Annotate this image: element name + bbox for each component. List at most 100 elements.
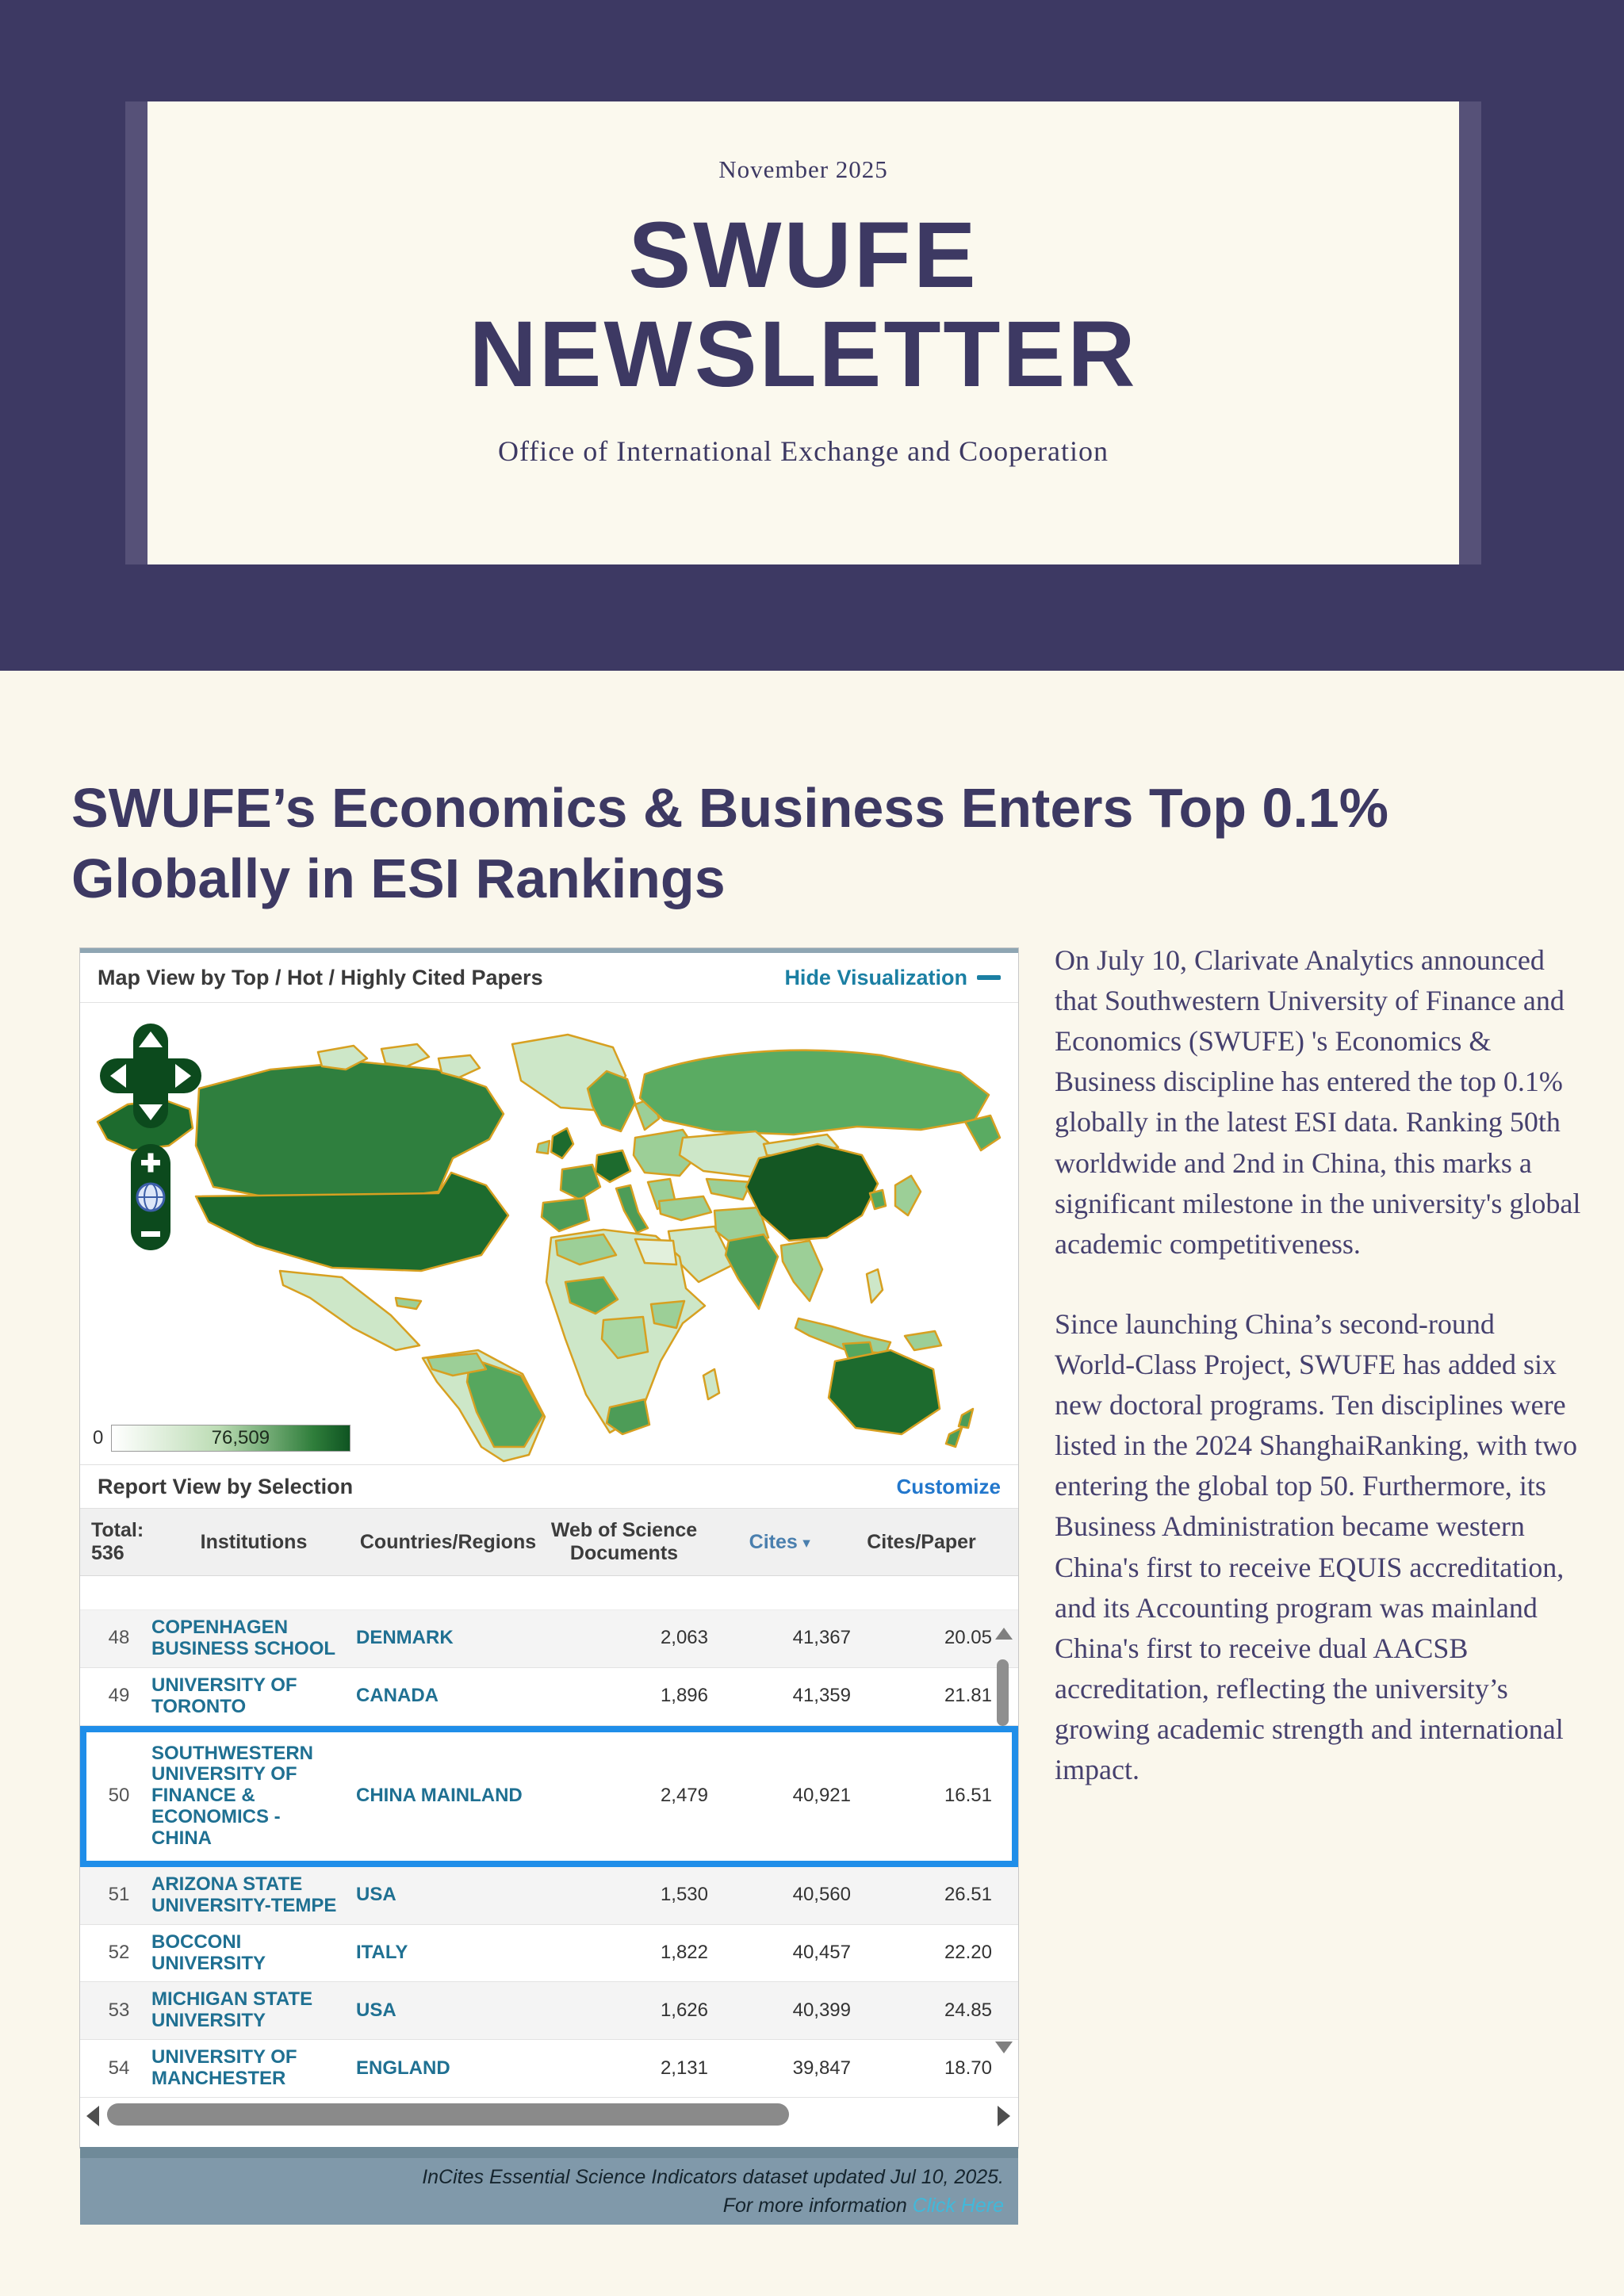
legend-max-value: 76,509 bbox=[211, 1427, 270, 1448]
cell-docs: 2,479 bbox=[660, 1785, 708, 1807]
vertical-scrollbar[interactable] bbox=[993, 1613, 1013, 2095]
cell-country: DENMARK bbox=[356, 1627, 454, 1649]
panel-top-strip bbox=[80, 948, 1018, 953]
pan-right-icon bbox=[175, 1064, 191, 1088]
collapse-minus-icon bbox=[977, 975, 1001, 980]
cell-country: ENGLAND bbox=[356, 2057, 450, 2079]
report-view-title: Report View by Selection bbox=[98, 1474, 354, 1498]
map-view-title: Map View by Top / Hot / Highly Cited Pap… bbox=[98, 965, 543, 989]
cell-cites: 40,921 bbox=[792, 1785, 851, 1807]
cell-cpp: 21.81 bbox=[944, 1685, 992, 1707]
col-countries[interactable]: Countries/Regions bbox=[359, 1530, 537, 1553]
col-cites-per-paper[interactable]: Cites/Paper bbox=[867, 1530, 976, 1553]
table-row[interactable]: 52 BOCCONI UNIVERSITY ITALY 1,822 40,457 22.2… bbox=[80, 1925, 1018, 1983]
scroll-up-icon[interactable] bbox=[995, 1628, 1013, 1640]
horizontal-scroll-thumb[interactable] bbox=[107, 2103, 789, 2126]
cell-docs: 1,896 bbox=[660, 1685, 708, 1707]
newsletter-title-line1: SWUFE bbox=[628, 203, 979, 308]
horizontal-scrollbar[interactable] bbox=[80, 2097, 1018, 2134]
cell-docs: 1,822 bbox=[660, 1942, 708, 1964]
cell-country: USA bbox=[356, 1884, 396, 1906]
table-header-row: Total: 536 Institutions Countries/Region… bbox=[80, 1509, 1018, 1576]
table-row[interactable]: 54 UNIVERSITY OF MANCHESTER ENGLAND 2,131 39… bbox=[80, 2040, 1018, 2098]
map-view-header: Map View by Top / Hot / Highly Cited Pap… bbox=[80, 953, 1018, 1003]
hide-visualization-link[interactable]: Hide Visualization bbox=[784, 966, 1001, 990]
issue-date: November 2025 bbox=[718, 155, 888, 183]
world-choropleth-map bbox=[96, 1033, 1002, 1463]
cell-docs: 1,530 bbox=[660, 1884, 708, 1906]
cell-institution[interactable]: BOCCONI UNIVERSITY bbox=[151, 1931, 266, 1974]
cell-cites: 41,359 bbox=[792, 1685, 851, 1707]
cell-rank: 51 bbox=[108, 1884, 130, 1906]
cell-cites: 40,457 bbox=[792, 1942, 851, 1964]
table-body: 48 COPENHAGEN BUSINESS SCHOOL DENMARK 2,063… bbox=[80, 1610, 1018, 2098]
table-row[interactable]: 51 ARIZONA STATE UNIVERSITY-TEMPE USA 1,530… bbox=[80, 1866, 1018, 1925]
dataset-updated-text: InCites Essential Science Indicators dat… bbox=[422, 2165, 1004, 2188]
cell-cpp: 20.05 bbox=[944, 1627, 992, 1649]
panel-bottom-gap bbox=[80, 2133, 1018, 2147]
report-view-bar: Report View by Selection Customize bbox=[80, 1464, 1018, 1509]
article-body: On July 10, Clarivate Analytics announce… bbox=[1055, 940, 1581, 1830]
table-rows: 48 COPENHAGEN BUSINESS SCHOOL DENMARK 2,063… bbox=[80, 1610, 1018, 2098]
masthead-subtitle: Office of International Exchange and Coo… bbox=[497, 435, 1109, 468]
col-institutions[interactable]: Institutions bbox=[200, 1530, 308, 1553]
world-map-region: 0 76,509 bbox=[80, 1003, 1018, 1464]
table-spacer-row bbox=[80, 1576, 1018, 1610]
map-navigation-control[interactable] bbox=[99, 1019, 202, 1257]
pan-up-icon bbox=[139, 1031, 163, 1047]
table-row-highlighted[interactable]: 50 SOUTHWESTERN UNIVERSITY OF FINANCE & E… bbox=[80, 1725, 1018, 1867]
cell-institution[interactable]: COPENHAGEN BUSINESS SCHOOL bbox=[151, 1617, 336, 1659]
cell-institution[interactable]: ARIZONA STATE UNIVERSITY-TEMPE bbox=[151, 1873, 337, 1916]
vertical-scroll-thumb[interactable] bbox=[997, 1659, 1009, 1726]
hide-visualization-label: Hide Visualization bbox=[784, 965, 967, 989]
more-information-prefix: For more information bbox=[722, 2195, 913, 2218]
col-cites-sorted[interactable]: Cites ▾ bbox=[708, 1531, 851, 1554]
cell-cites: 40,399 bbox=[792, 1999, 851, 2021]
article-paragraph-2: Since launching China’s second-round Wor… bbox=[1055, 1307, 1577, 1786]
cell-cites: 39,847 bbox=[792, 2057, 851, 2079]
cell-rank: 48 bbox=[108, 1627, 130, 1649]
customize-link[interactable]: Customize bbox=[896, 1474, 1001, 1498]
cell-country: USA bbox=[356, 1999, 396, 2021]
sort-arrow-icon: ▾ bbox=[802, 1535, 810, 1551]
cell-rank: 49 bbox=[108, 1685, 130, 1707]
scroll-left-icon[interactable] bbox=[86, 2105, 99, 2126]
cell-cpp: 24.85 bbox=[944, 1999, 992, 2021]
cell-country: ITALY bbox=[356, 1942, 408, 1964]
more-information-text: For more information Click Here bbox=[723, 2191, 1004, 2220]
cell-institution[interactable]: MICHIGAN STATE UNIVERSITY bbox=[151, 1988, 313, 2032]
cell-docs: 1,626 bbox=[660, 1999, 708, 2021]
esi-screenshot-panel: Map View by Top / Hot / Highly Cited Pap… bbox=[79, 947, 1019, 2225]
scroll-down-icon[interactable] bbox=[995, 2041, 1013, 2053]
table-row[interactable]: 48 COPENHAGEN BUSINESS SCHOOL DENMARK 2,063… bbox=[80, 1610, 1018, 1668]
total-label: Total: bbox=[91, 1519, 144, 1542]
cell-cites: 41,367 bbox=[792, 1627, 851, 1649]
zoom-in-icon bbox=[147, 1153, 154, 1173]
article-paragraph-1: On July 10, Clarivate Analytics announce… bbox=[1055, 944, 1581, 1260]
total-count: Total: 536 bbox=[86, 1519, 151, 1565]
col-wos-documents[interactable]: Web of Science Documents bbox=[550, 1519, 698, 1564]
pan-left-icon bbox=[110, 1064, 126, 1088]
table-row[interactable]: 53 MICHIGAN STATE UNIVERSITY USA 1,626 40,39… bbox=[80, 1982, 1018, 2041]
cell-country: CHINA MAINLAND bbox=[356, 1785, 523, 1807]
cell-institution[interactable]: SOUTHWESTERN UNIVERSITY OF FINANCE & ECO… bbox=[151, 1742, 313, 1849]
cell-rank: 50 bbox=[108, 1785, 130, 1807]
cell-rank: 54 bbox=[108, 2057, 130, 2079]
cell-institution[interactable]: UNIVERSITY OF TORONTO bbox=[151, 1674, 297, 1717]
scroll-right-icon[interactable] bbox=[998, 2105, 1010, 2126]
map-color-legend: 0 76,509 bbox=[93, 1425, 351, 1452]
cell-rank: 53 bbox=[108, 1999, 130, 2021]
cell-cpp: 16.51 bbox=[944, 1785, 992, 1807]
click-here-link[interactable]: Click Here bbox=[912, 2195, 1004, 2218]
cell-docs: 2,131 bbox=[660, 2057, 708, 2079]
masthead-card: November 2025 SWUFE NEWSLETTER Office of… bbox=[147, 101, 1459, 564]
table-row[interactable]: 49 UNIVERSITY OF TORONTO CANADA 1,896 41,359… bbox=[80, 1668, 1018, 1726]
incites-footer-bar: InCites Essential Science Indicators dat… bbox=[80, 2146, 1018, 2225]
cell-institution[interactable]: UNIVERSITY OF MANCHESTER bbox=[151, 2046, 297, 2089]
cell-cpp: 22.20 bbox=[944, 1942, 992, 1964]
masthead-band: November 2025 SWUFE NEWSLETTER Office of… bbox=[0, 0, 1624, 671]
newsletter-title-line2: NEWSLETTER bbox=[469, 302, 1138, 408]
cell-docs: 2,063 bbox=[660, 1627, 708, 1649]
total-value: 536 bbox=[91, 1542, 124, 1564]
